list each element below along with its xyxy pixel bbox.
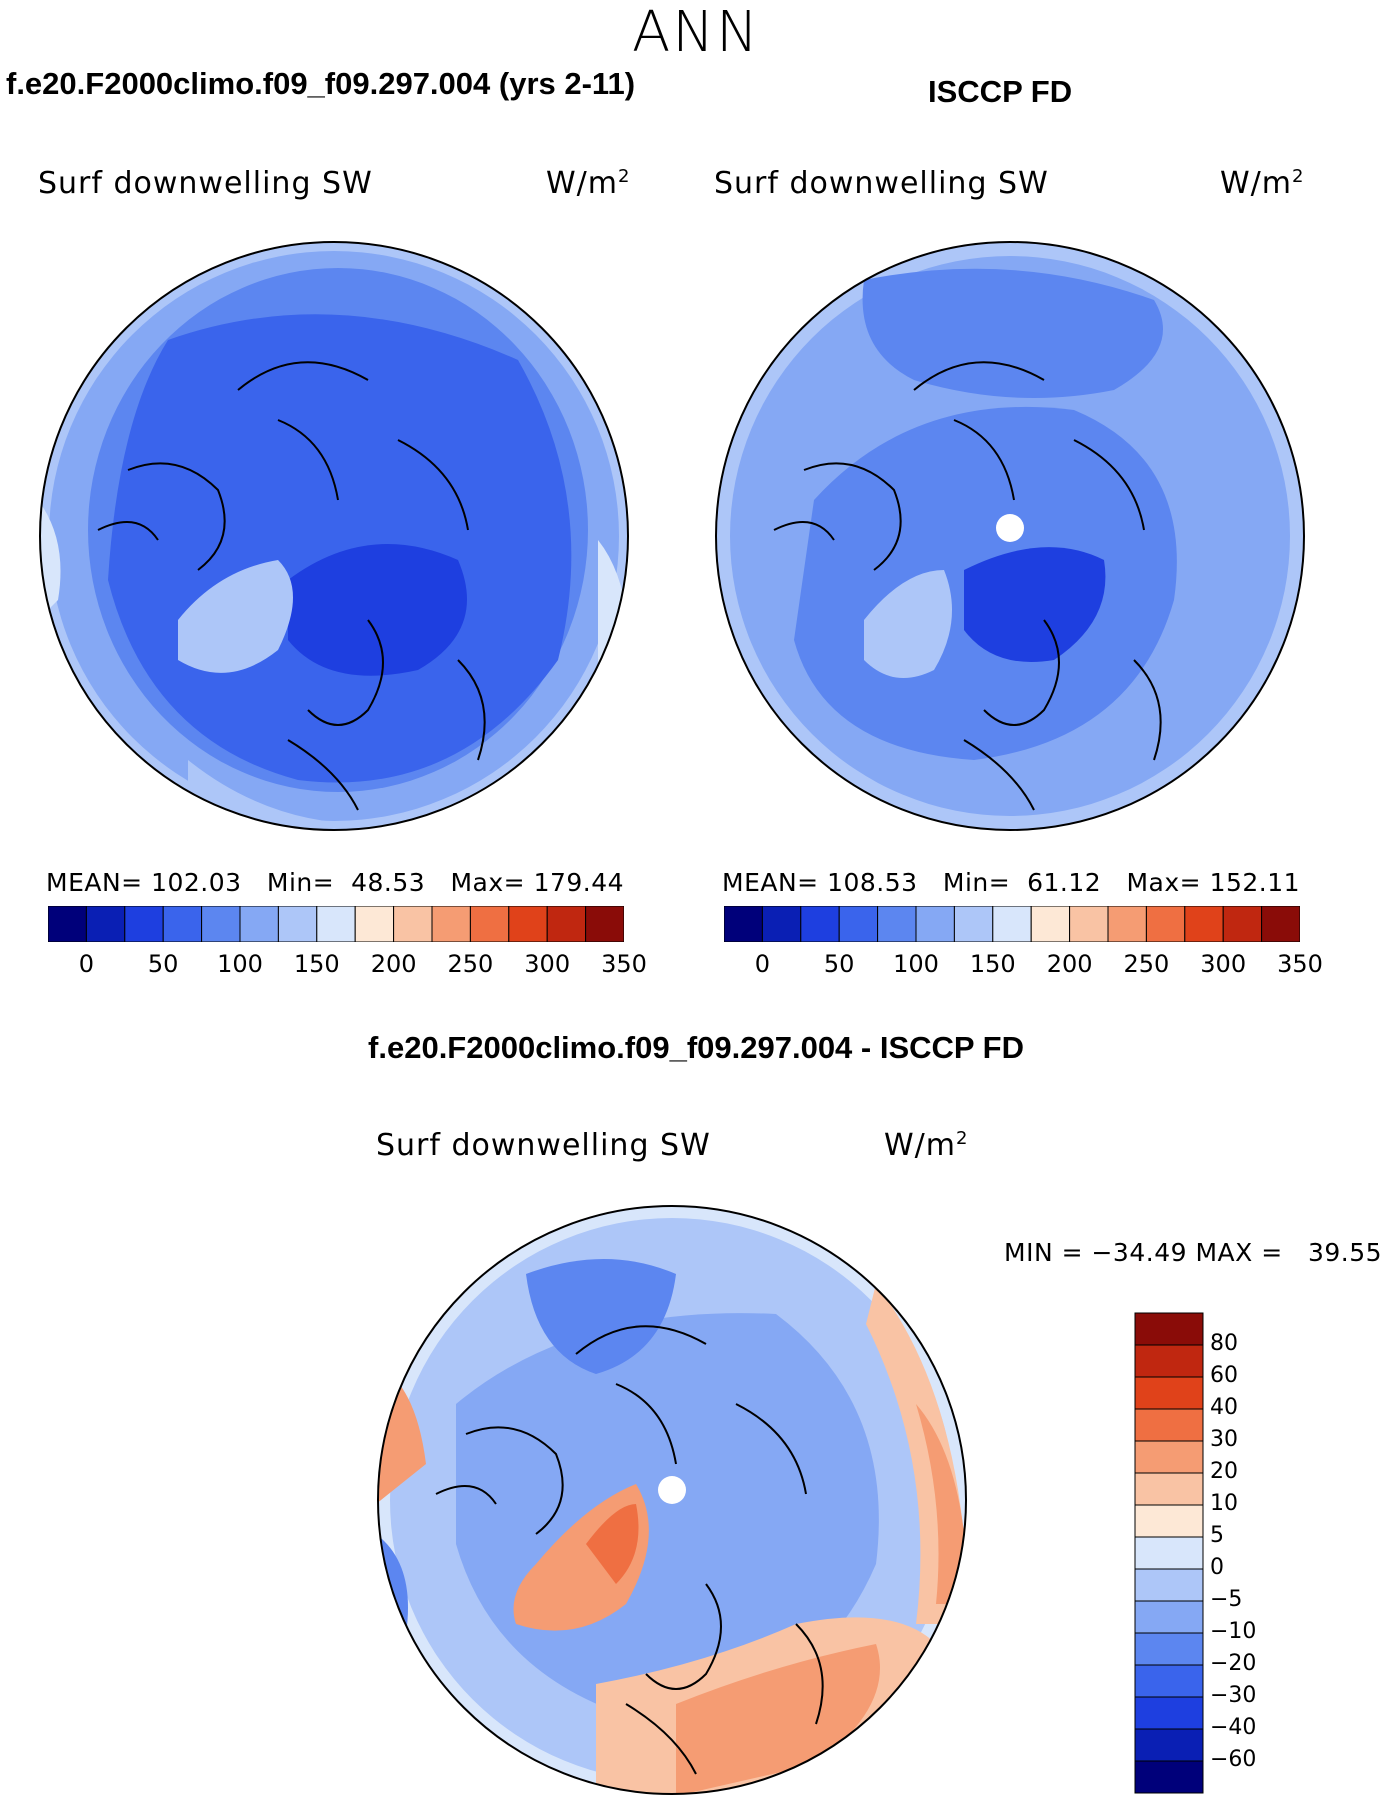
model-colorbar-tick-label: 250 xyxy=(447,950,494,978)
diff-colorbar-swatch xyxy=(1134,1632,1204,1666)
obs-units-label: W/m2 xyxy=(1220,166,1305,201)
obs-colorbar-swatch xyxy=(800,906,840,942)
obs-colorbar-swatch xyxy=(1145,906,1186,942)
model-colorbar-tick-label: 50 xyxy=(147,950,179,978)
model-stats: MEAN= 102.03 Min= 48.53 Max= 179.44 xyxy=(46,868,625,897)
model-colorbar xyxy=(48,906,624,942)
diff-colorbar-swatch xyxy=(1134,1504,1204,1538)
diff-colorbar-swatch xyxy=(1134,1472,1204,1506)
obs-missing-pole xyxy=(996,514,1024,542)
diff-colorbar-tick-label: 80 xyxy=(1210,1331,1238,1356)
model-panel-title: f.e20.F2000climo.f09_f09.297.004 (yrs 2-… xyxy=(6,66,636,101)
obs-colorbar-tick-label: 150 xyxy=(969,950,1016,978)
obs-colorbar-swatch xyxy=(877,906,917,942)
model-colorbar-swatch xyxy=(354,906,395,942)
model-colorbar-ticks: 0 50 100 150 200 250 300 350 xyxy=(48,950,647,980)
obs-colorbar-swatch xyxy=(1222,906,1263,942)
obs-stats: MEAN= 108.53 Min= 61.12 Max= 152.11 xyxy=(722,868,1301,897)
model-polar-map xyxy=(39,241,629,831)
obs-colorbar-tick-label: 350 xyxy=(1277,950,1323,978)
obs-colorbar-swatch xyxy=(1184,906,1224,942)
obs-colorbar-swatch xyxy=(915,906,955,942)
model-colorbar-swatch xyxy=(469,906,510,942)
diff-colorbar-tick-label: −20 xyxy=(1210,1651,1257,1676)
model-colorbar-swatch xyxy=(393,906,433,942)
obs-colorbar-swatch xyxy=(761,906,802,942)
diff-colorbar-swatch xyxy=(1134,1408,1204,1442)
diff-panel-title: f.e20.F2000climo.f09_f09.297.004 - ISCCP… xyxy=(368,1030,1024,1065)
obs-colorbar-ticks: 0 50 100 150 200 250 300 350 xyxy=(724,950,1323,980)
diff-colorbar-swatch xyxy=(1134,1760,1204,1794)
diff-colorbar-tick-label: 0 xyxy=(1210,1555,1224,1580)
model-colorbar-tick-label: 150 xyxy=(293,950,340,978)
obs-variable-label: Surf downwelling SW xyxy=(714,166,1049,201)
diff-colorbar-swatch xyxy=(1134,1600,1204,1634)
diff-stats: MIN = −34.49 MAX = 39.55 xyxy=(1004,1238,1383,1267)
diff-colorbar-tick-label: −40 xyxy=(1210,1715,1257,1740)
obs-colorbar-swatch xyxy=(992,906,1032,942)
diff-colorbar-swatch xyxy=(1134,1664,1204,1698)
model-colorbar-tick-label: 300 xyxy=(524,950,571,978)
diff-colorbar-swatch xyxy=(1134,1312,1204,1346)
diff-colorbar-ticks: 80 60 40 30 20 10 5 0 −5 −10 −20 −30 −40 −60 xyxy=(1210,1312,1290,1794)
obs-colorbar-tick-label: 0 xyxy=(754,950,771,978)
diff-colorbar xyxy=(1134,1312,1204,1794)
model-colorbar-swatch xyxy=(316,906,356,942)
model-colorbar-swatch xyxy=(585,906,624,942)
diff-colorbar-swatch xyxy=(1134,1696,1204,1730)
diff-colorbar-tick-label: 5 xyxy=(1210,1523,1224,1548)
obs-colorbar-swatch xyxy=(1030,906,1071,942)
obs-colorbar-swatch xyxy=(953,906,994,942)
model-colorbar-swatch xyxy=(431,906,471,942)
diff-colorbar-tick-label: 40 xyxy=(1210,1395,1238,1420)
diff-colorbar-tick-label: 60 xyxy=(1210,1363,1238,1388)
obs-colorbar-tick-label: 50 xyxy=(823,950,855,978)
diff-polar-map xyxy=(377,1205,967,1795)
model-colorbar-swatch xyxy=(124,906,164,942)
model-colorbar-tick-label: 100 xyxy=(217,950,263,978)
model-colorbar-tick-label: 350 xyxy=(601,950,647,978)
model-colorbar-swatch xyxy=(162,906,203,942)
obs-colorbar-tick-label: 250 xyxy=(1123,950,1170,978)
obs-colorbar-swatch xyxy=(1261,906,1300,942)
diff-colorbar-tick-label: 30 xyxy=(1210,1427,1238,1452)
model-units-label: W/m2 xyxy=(546,166,631,201)
obs-colorbar-swatch xyxy=(838,906,879,942)
diff-colorbar-swatch xyxy=(1134,1344,1204,1378)
model-colorbar-swatch xyxy=(277,906,318,942)
diff-colorbar-swatch xyxy=(1134,1728,1204,1762)
diff-colorbar-swatch xyxy=(1134,1568,1204,1602)
obs-colorbar-tick-label: 100 xyxy=(893,950,939,978)
obs-colorbar-swatch xyxy=(1107,906,1147,942)
obs-colorbar xyxy=(724,906,1300,942)
diff-units-label: W/m2 xyxy=(884,1128,969,1163)
diff-colorbar-tick-label: −60 xyxy=(1210,1747,1257,1772)
diff-colorbar-swatch xyxy=(1134,1376,1204,1410)
model-colorbar-swatch xyxy=(508,906,548,942)
model-colorbar-swatch xyxy=(48,906,87,942)
diff-colorbar-tick-label: −30 xyxy=(1210,1683,1257,1708)
model-colorbar-swatch xyxy=(201,906,241,942)
model-colorbar-swatch xyxy=(546,906,587,942)
model-variable-label: Surf downwelling SW xyxy=(38,166,373,201)
obs-colorbar-tick-label: 200 xyxy=(1046,950,1093,978)
diff-colorbar-swatch xyxy=(1134,1440,1204,1474)
obs-colorbar-swatch xyxy=(724,906,763,942)
obs-colorbar-tick-label: 300 xyxy=(1200,950,1247,978)
obs-polar-map xyxy=(715,241,1305,831)
diff-colorbar-swatch xyxy=(1134,1536,1204,1570)
diff-colorbar-tick-label: 20 xyxy=(1210,1459,1238,1484)
diff-colorbar-tick-label: −10 xyxy=(1210,1619,1257,1644)
model-colorbar-swatch xyxy=(239,906,279,942)
obs-colorbar-swatch xyxy=(1069,906,1109,942)
diff-missing-pole xyxy=(658,1476,686,1504)
diff-variable-label: Surf downwelling SW xyxy=(376,1128,711,1163)
model-colorbar-swatch xyxy=(85,906,126,942)
model-colorbar-tick-label: 200 xyxy=(370,950,417,978)
diff-colorbar-tick-label: −5 xyxy=(1210,1587,1243,1612)
model-colorbar-tick-label: 0 xyxy=(78,950,95,978)
season-title: ANN xyxy=(631,0,761,65)
diff-colorbar-tick-label: 10 xyxy=(1210,1491,1238,1516)
obs-panel-title: ISCCP FD xyxy=(928,74,1073,109)
